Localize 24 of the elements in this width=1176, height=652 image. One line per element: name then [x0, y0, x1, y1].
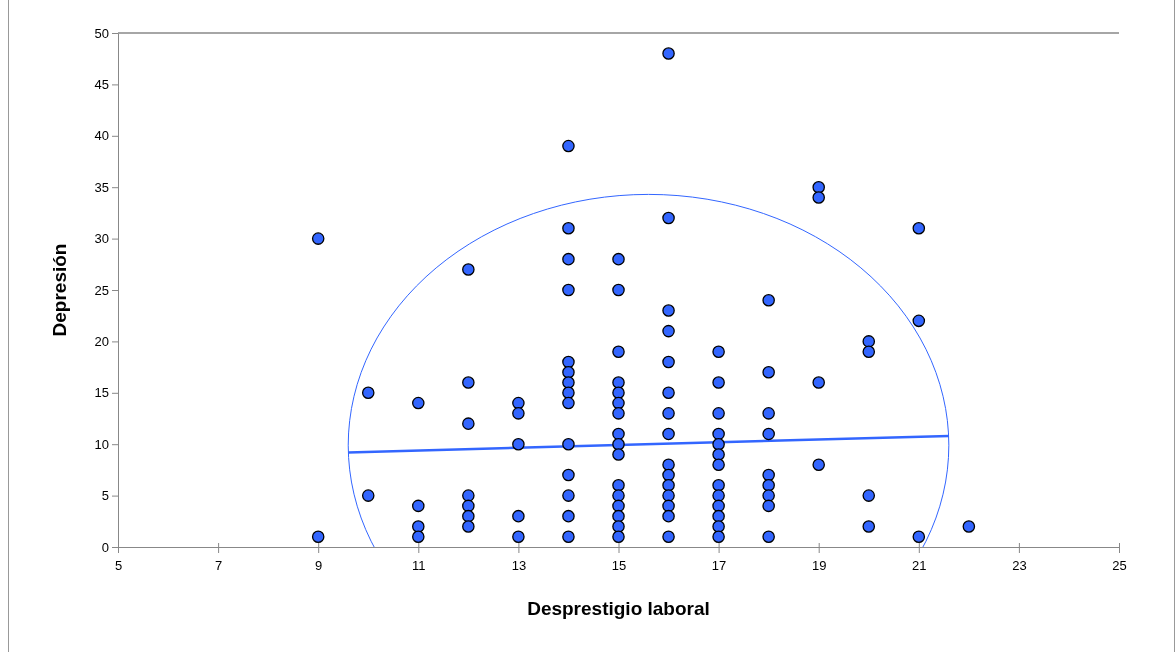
y-tick-label: 5	[101, 488, 109, 504]
y-tick-label: 45	[94, 77, 109, 93]
y-tick-label: 0	[101, 539, 109, 555]
x-tick-label: 23	[1012, 558, 1027, 574]
y-tick-label: 15	[94, 385, 109, 401]
x-tick-label: 25	[1112, 558, 1127, 574]
x-tick-label: 11	[412, 558, 426, 574]
x-tick-label: 9	[315, 558, 323, 574]
x-tick-label: 21	[912, 558, 927, 574]
y-tick-label: 20	[94, 334, 109, 350]
y-axis-title: Depresión	[49, 243, 70, 337]
y-tick-label: 35	[94, 179, 109, 195]
y-tick-label: 50	[94, 25, 109, 41]
x-tick-label: 19	[811, 558, 827, 574]
x-tick-label: 15	[611, 558, 627, 574]
x-tick-label: 17	[711, 558, 727, 574]
y-tick-label: 25	[94, 282, 109, 298]
x-tick-label: 5	[114, 558, 123, 574]
x-axis-title: Desprestigio laboral	[527, 598, 710, 619]
y-tick-label: 30	[94, 231, 109, 247]
y-tick-label: 40	[94, 128, 109, 144]
y-tick-label: 10	[94, 436, 109, 452]
x-tick-label: 13	[511, 558, 527, 574]
x-tick-label: 7	[214, 558, 223, 574]
